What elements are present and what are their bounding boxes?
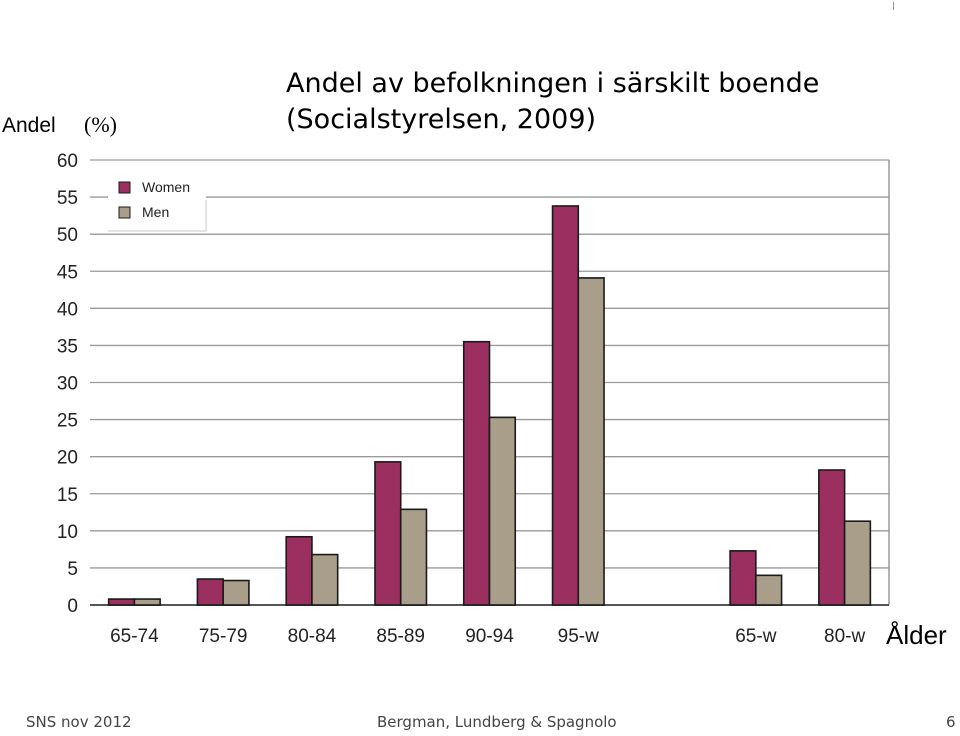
- chart-title: Andel av befolkningen i särskilt boende …: [286, 66, 926, 138]
- y-tick-label: 5: [67, 559, 78, 580]
- x-tick-label: 80-84: [288, 626, 337, 647]
- y-tick-label: 35: [57, 336, 78, 357]
- y-tick-label: 10: [57, 522, 78, 543]
- x-tick-label: 85-89: [376, 626, 425, 647]
- chart-title-line2: (Socialstyrelsen, 2009): [286, 104, 597, 135]
- y-tick-label: 45: [57, 262, 78, 283]
- bar-women-85-89: [374, 461, 402, 606]
- legend: Women Men: [108, 170, 207, 232]
- footer-left: SNS nov 2012: [26, 713, 132, 731]
- bar-women-95-w: [551, 205, 580, 606]
- page-number: 6: [946, 713, 956, 731]
- y-axis-label: Andel: [2, 114, 56, 137]
- bar-men-95-w: [577, 277, 605, 606]
- x-tick-labels: 65-74 75-79 80-84 85-89 90-94 95-w 65-w 80-w: [110, 626, 865, 647]
- chart-title-line1: Andel av befolkningen i särskilt boende: [286, 68, 820, 99]
- footer-center: Bergman, Lundberg & Spagnolo: [377, 713, 617, 731]
- x-tick-label: 65-74: [110, 626, 159, 647]
- bar-men-85-89: [399, 508, 428, 606]
- bar-women-80-84: [285, 535, 313, 606]
- x-tick-label: 65-w: [735, 626, 776, 647]
- bar-men-80-w: [843, 520, 872, 606]
- x-tick-label: 95-w: [558, 626, 599, 647]
- legend-label-women: Women: [142, 179, 190, 195]
- x-tick-label: 90-94: [465, 626, 514, 647]
- bar-women-90-94: [462, 340, 491, 606]
- y-tick-label: 15: [57, 485, 78, 506]
- bar-women-65-w: [729, 550, 757, 606]
- legend-box: [108, 170, 206, 231]
- y-tick-label: 30: [57, 374, 78, 395]
- bar-men-90-94: [488, 416, 517, 606]
- y-tick-label: 20: [57, 448, 78, 469]
- bar-women-75-79: [196, 578, 224, 606]
- x-axis-label: Ålder: [886, 620, 947, 650]
- bar-men-80-84: [311, 553, 339, 606]
- bars: [107, 205, 872, 606]
- x-tick-label: 75-79: [199, 626, 248, 647]
- y-tick-labels: 0 5 10 15 20 25 30 35 40 45 50 55 60: [57, 151, 78, 617]
- x-tick-label: 80-w: [824, 626, 865, 647]
- y-tick-label: 25: [57, 411, 78, 432]
- y-axis-unit: (%): [84, 112, 117, 137]
- y-tick-label: 40: [57, 299, 78, 320]
- bar-women-65-74: [107, 598, 136, 606]
- y-tick-label: 0: [67, 596, 78, 617]
- legend-label-men: Men: [142, 204, 169, 220]
- bar-women-80-w: [818, 469, 846, 606]
- bar-men-65-w: [755, 574, 783, 606]
- bar-men-65-74: [133, 598, 161, 606]
- y-tick-label: 60: [57, 151, 78, 172]
- legend-swatch-men: [118, 206, 131, 219]
- y-tick-label: 50: [57, 225, 78, 246]
- y-tick-label: 55: [57, 188, 78, 209]
- bar-men-75-79: [222, 579, 250, 606]
- corner-mark: [893, 2, 894, 10]
- legend-swatch-women: [118, 181, 131, 194]
